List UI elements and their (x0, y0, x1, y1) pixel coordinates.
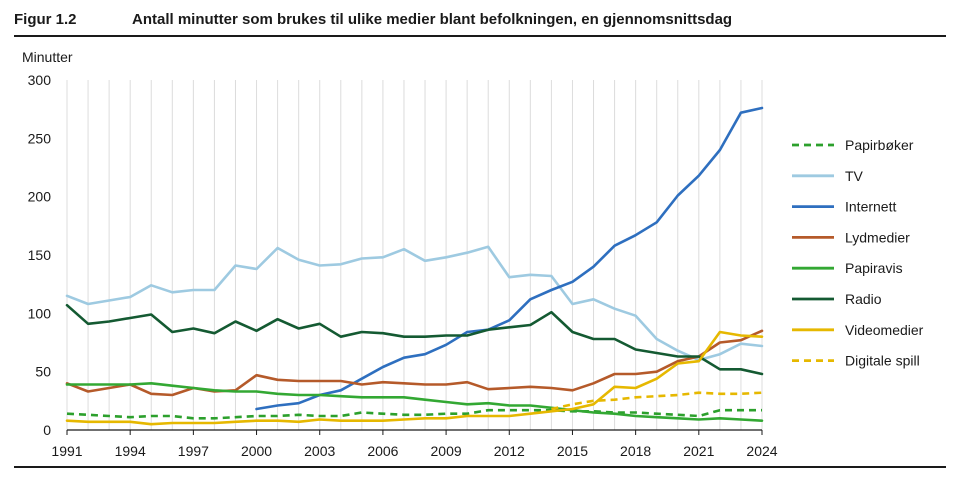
legend-label: Radio (845, 291, 882, 307)
figure-title: Antall minutter som brukes til ulike med… (132, 11, 733, 28)
legend-label: Lydmedier (845, 229, 910, 245)
y-tick-label: 300 (28, 72, 52, 88)
y-tick-label: 150 (28, 247, 52, 263)
x-tick-label: 2024 (746, 443, 777, 459)
x-tick-label: 2003 (304, 443, 335, 459)
y-axis-ticks: 0 50 100 150 200 250 300 (28, 72, 52, 438)
y-tick-label: 100 (28, 305, 52, 321)
series-line-internett (255, 106, 764, 411)
legend-label: Papirbøker (845, 137, 914, 153)
y-tick-label: 250 (28, 130, 52, 146)
grid (66, 80, 763, 431)
series-line-tv (65, 245, 764, 362)
x-tick-label: 2006 (367, 443, 398, 459)
series-line-lydmedier (65, 329, 764, 397)
figure-header: Figur 1.2 Antall minutter som brukes til… (14, 9, 946, 37)
series-line-videomedier (65, 330, 764, 426)
legend-label: TV (845, 168, 864, 184)
y-tick-label: 200 (28, 189, 52, 205)
x-tick-label: 2012 (494, 443, 525, 459)
x-tick-label: 1994 (115, 443, 146, 459)
y-tick-label: 50 (35, 364, 51, 380)
legend-label: Internett (845, 199, 896, 215)
legend-label: Videomedier (845, 322, 924, 338)
x-tick-label: 2015 (557, 443, 588, 459)
series-line-papirb-ker (66, 408, 762, 420)
legend: Papirbøker TV Internett Lydmedier Papiravis R… (792, 137, 924, 369)
y-axis-label: Minutter (22, 49, 73, 65)
series-line-radio (65, 303, 764, 376)
x-tick-label: 2009 (431, 443, 462, 459)
bottom-rule (14, 466, 946, 468)
legend-label: Papiravis (845, 260, 903, 276)
x-tick-label: 1997 (178, 443, 209, 459)
x-tick-label: 2000 (241, 443, 272, 459)
legend-label: Digitale spill (845, 353, 920, 369)
x-tick-label: 2021 (683, 443, 714, 459)
x-tick-label: 2018 (620, 443, 651, 459)
x-axis-ticks: 1991 1994 1997 2000 2003 2006 2009 2012 2015 2018… (51, 430, 778, 459)
series-lines (65, 106, 764, 426)
x-tick-label: 1991 (51, 443, 82, 459)
y-tick-label: 0 (43, 422, 51, 438)
figure-label: Figur 1.2 (14, 11, 77, 28)
series-line-papiravis (65, 382, 764, 422)
